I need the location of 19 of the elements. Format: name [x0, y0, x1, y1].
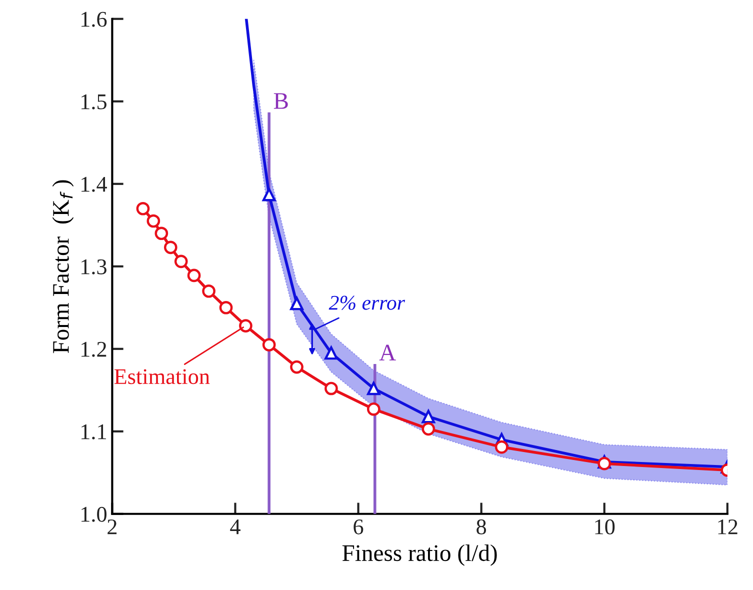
x-tick-label: 12	[718, 519, 738, 534]
x-tick-label: 10	[595, 519, 615, 534]
y-tick-label: 1.3	[82, 259, 106, 274]
y-tick-label: 1.4	[82, 176, 107, 192]
x-axis-title: Finess ratio (l/d)	[342, 544, 497, 566]
annotation: A	[379, 344, 396, 360]
y-tick-label: 1.1	[82, 424, 106, 440]
y-tick-label: 1.5	[82, 94, 106, 110]
x-tick-label: 2	[108, 519, 117, 534]
annotation: B	[274, 93, 288, 109]
x-tick-label: 6	[354, 519, 364, 534]
y-tick-label: 1.0	[82, 506, 106, 522]
y-tick-label: 1.6	[82, 12, 107, 27]
y-axis-title: Form Factor (K$_{f}$ )	[52, 180, 74, 354]
annotation: 2% error	[328, 296, 406, 310]
legend-label: Estimation	[114, 369, 210, 384]
y-tick-label: 1.2	[82, 342, 106, 357]
x-tick-label: 4	[230, 520, 240, 534]
x-tick-label: 8	[476, 519, 486, 534]
